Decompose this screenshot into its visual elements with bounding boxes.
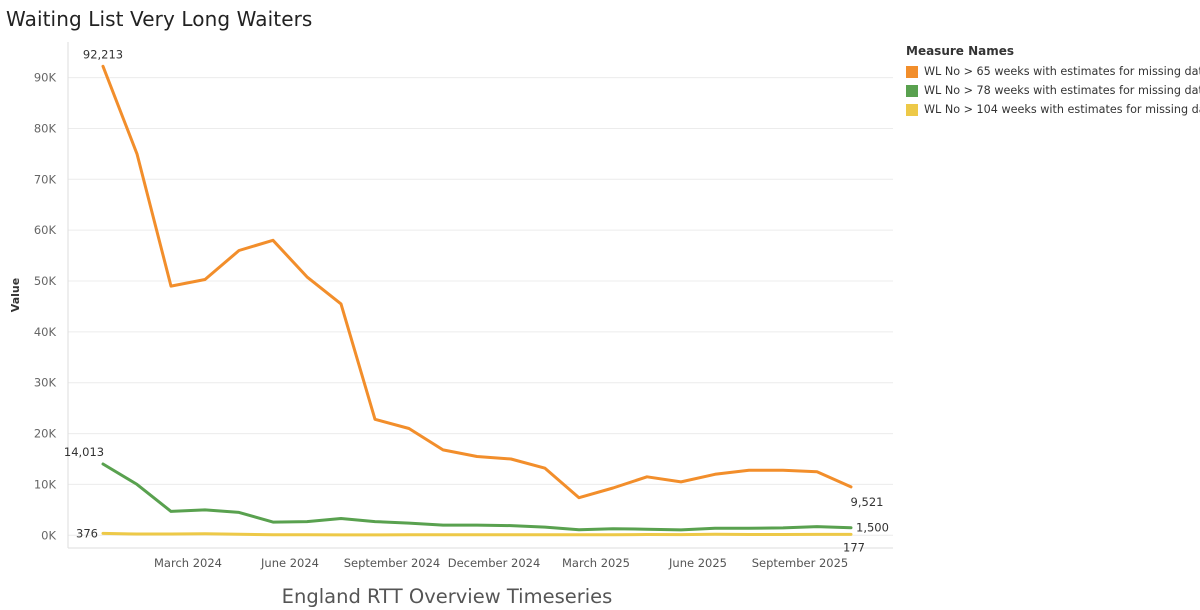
x-tick-label: September 2025 (752, 556, 849, 570)
x-axis-title: England RTT Overview Timeseries (282, 585, 613, 608)
legend-item-65-weeks[interactable]: WL No > 65 weeks with estimates for miss… (906, 62, 1200, 81)
data-label-65-start: 92,213 (83, 47, 123, 61)
axes: 0K 10K 20K 30K 40K 50K 60K 70K 80K 90K March 2024 J… (9, 42, 893, 608)
x-tick-label: March 2025 (562, 556, 630, 570)
series-line-104-weeks[interactable] (101, 531, 853, 537)
x-tick-label: March 2024 (154, 556, 222, 570)
gridlines (68, 77, 893, 536)
y-tick-label: 0K (41, 528, 56, 542)
y-tick-label: 80K (34, 121, 57, 135)
legend-label: WL No > 78 weeks with estimates for miss… (924, 84, 1200, 97)
data-label-104-end: 177 (843, 540, 865, 554)
legend-swatch (906, 84, 918, 97)
y-tick-label: 90K (34, 71, 57, 85)
x-tick-label: June 2024 (260, 556, 319, 570)
series-line-78-weeks[interactable] (101, 462, 853, 532)
data-labels: 92,213 9,521 14,013 1,500 376 177 (64, 47, 889, 554)
x-tick-label: June 2025 (668, 556, 727, 570)
legend[interactable]: Measure Names WL No > 65 weeks with esti… (906, 44, 1200, 119)
data-label-104-start: 376 (76, 526, 98, 540)
y-tick-label: 30K (34, 376, 57, 390)
y-axis-title: Value (9, 278, 22, 312)
legend-heading: Measure Names (906, 44, 1015, 58)
legend-item-78-weeks[interactable]: WL No > 78 weeks with estimates for miss… (906, 81, 1200, 100)
data-label-65-end: 9,521 (851, 495, 884, 509)
y-tick-label: 50K (34, 274, 57, 288)
chart-title: Waiting List Very Long Waiters (6, 7, 313, 31)
legend-label: WL No > 104 weeks with estimates for mis… (924, 103, 1200, 116)
series-line-65-weeks[interactable] (101, 64, 853, 500)
x-tick-label: September 2024 (344, 556, 441, 570)
legend-swatch (906, 103, 918, 116)
data-label-78-end: 1,500 (856, 521, 889, 535)
x-tick-label: December 2024 (448, 556, 541, 570)
legend-label: WL No > 65 weeks with estimates for miss… (924, 65, 1200, 78)
legend-swatch (906, 65, 918, 78)
y-tick-label: 70K (34, 172, 57, 186)
data-label-78-start: 14,013 (64, 445, 104, 459)
y-tick-label: 60K (34, 223, 57, 237)
y-tick-label: 10K (34, 477, 57, 491)
legend-item-104-weeks[interactable]: WL No > 104 weeks with estimates for mis… (906, 100, 1200, 119)
series-lines[interactable] (101, 64, 853, 537)
y-tick-label: 20K (34, 427, 57, 441)
y-tick-label: 40K (34, 325, 57, 339)
